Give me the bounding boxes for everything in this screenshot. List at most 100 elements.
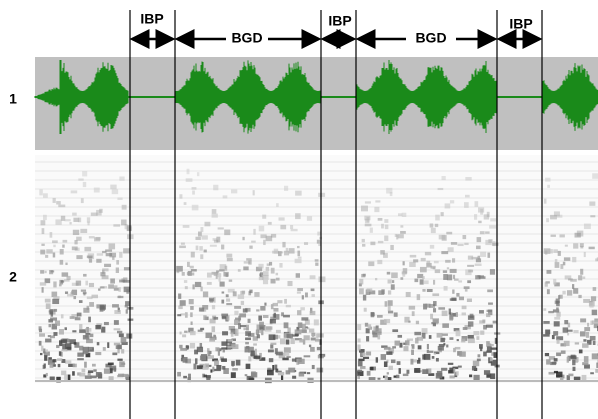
spectrogram-blob (40, 270, 44, 274)
spectrogram-blob (85, 375, 92, 378)
spectrogram-blob (93, 369, 96, 371)
spectrogram-blob (97, 253, 103, 256)
spectrogram-blob (226, 294, 229, 297)
spectrogram-blob (60, 249, 64, 254)
spectrogram-blob (63, 240, 68, 243)
spectrogram-blob (451, 298, 456, 301)
spectrogram-blob (367, 288, 373, 291)
spectrogram-blob (391, 284, 395, 289)
spectrogram-blob (593, 341, 596, 345)
spectrogram-blob (182, 272, 185, 276)
segment-label: IBP (509, 16, 532, 32)
spectrogram-blob (287, 334, 293, 339)
spectrogram-blob (116, 267, 119, 273)
spectrogram-blob (546, 218, 549, 222)
spectrogram-blob (52, 299, 59, 304)
spectrogram-blob (468, 256, 473, 260)
spectrogram-blob (439, 235, 446, 240)
spectrogram-blob (582, 375, 587, 381)
spectrogram-blob (453, 275, 455, 279)
spectrogram-blob (463, 235, 467, 239)
spectrogram-blob (384, 319, 390, 323)
spectrogram-blob (114, 320, 119, 325)
spectrogram-blob (305, 326, 307, 328)
spectrogram-blob (283, 315, 290, 318)
spectrogram-blob (83, 292, 87, 294)
spectrogram-blob (310, 347, 315, 352)
spectrogram-blob (203, 315, 206, 320)
spectrogram-blob (377, 260, 382, 264)
spectrogram-blob (231, 189, 237, 193)
spectrogram-blob (432, 293, 439, 296)
spectrogram-blob (226, 303, 232, 305)
spectrogram-blob (380, 250, 385, 255)
spectrogram-blob (242, 237, 244, 240)
spectrogram-blob (486, 325, 493, 328)
spectrogram-blob (262, 275, 269, 280)
spectrogram-blob (363, 274, 366, 277)
spectrogram-blob (83, 182, 86, 187)
spectrogram-blob (238, 316, 240, 322)
spectrogram-blob (364, 308, 367, 312)
spectrogram-blob (204, 250, 207, 253)
spectrogram-blob (177, 372, 181, 377)
spectrogram-blob (45, 339, 51, 343)
spectrogram-blob (179, 194, 182, 198)
spectrogram-blob (555, 262, 560, 268)
spectrogram-blob (446, 345, 448, 348)
spectrogram-blob (210, 369, 212, 372)
spectrogram-blob (88, 370, 93, 373)
spectrogram-blob (556, 352, 561, 356)
spectrogram-blob (290, 225, 293, 229)
spectrogram-blob (465, 289, 468, 291)
spectrogram-blob (562, 291, 565, 295)
spectrogram-blob (316, 334, 319, 339)
spectrogram-blob (99, 304, 106, 309)
spectrogram-blob (365, 201, 371, 203)
spectrogram-blob (114, 310, 121, 314)
spectrogram-blob (366, 328, 370, 333)
spectrogram-blob (40, 353, 42, 355)
spectrogram-blob (410, 359, 413, 365)
spectrogram-blob (284, 322, 289, 328)
spectrogram-blob (45, 271, 47, 273)
spectrogram-blob (97, 342, 100, 345)
spectrogram-blob (281, 312, 284, 316)
spectrogram-blob (213, 335, 216, 337)
spectrogram-blob (65, 291, 68, 294)
spectrogram-blob (381, 224, 384, 229)
spectrogram-blob (367, 371, 371, 376)
spectrogram-blob (489, 225, 496, 228)
spectrogram-blob (185, 286, 188, 289)
spectrogram-blob (58, 205, 65, 208)
spectrogram-blob (477, 237, 482, 242)
spectrogram-blob (452, 289, 454, 293)
spectrogram-blob (429, 335, 432, 339)
spectrogram-blob (196, 246, 199, 251)
spectrogram-blob (567, 330, 573, 332)
spectrogram-blob (117, 197, 122, 200)
spectrogram-blob (248, 260, 251, 264)
spectrogram-blob (238, 294, 244, 299)
spectrogram-blob (560, 264, 563, 269)
spectrogram-blob (451, 242, 457, 245)
spectrogram-blob (241, 301, 244, 305)
spectrogram-blob (44, 355, 47, 361)
spectrogram-blob (276, 203, 279, 207)
spectrogram-blob (88, 317, 91, 323)
spectrogram-blob (482, 319, 485, 322)
spectrogram-blob (53, 245, 55, 247)
spectrogram-blob (298, 359, 305, 364)
spectrogram-blob (222, 331, 228, 335)
spectrogram-blob (462, 306, 467, 310)
spectrogram-blob (397, 361, 401, 365)
spectrogram-blob (567, 333, 569, 336)
spectrogram-blob (207, 282, 212, 285)
spectrogram-blob (553, 249, 558, 253)
spectrogram-blob (183, 357, 188, 363)
spectrogram-blob (400, 277, 403, 280)
spectrogram-blob (55, 320, 60, 325)
spectrogram-blob (240, 325, 246, 327)
spectrogram-blob (309, 329, 314, 333)
spectrogram-blob (305, 292, 308, 297)
